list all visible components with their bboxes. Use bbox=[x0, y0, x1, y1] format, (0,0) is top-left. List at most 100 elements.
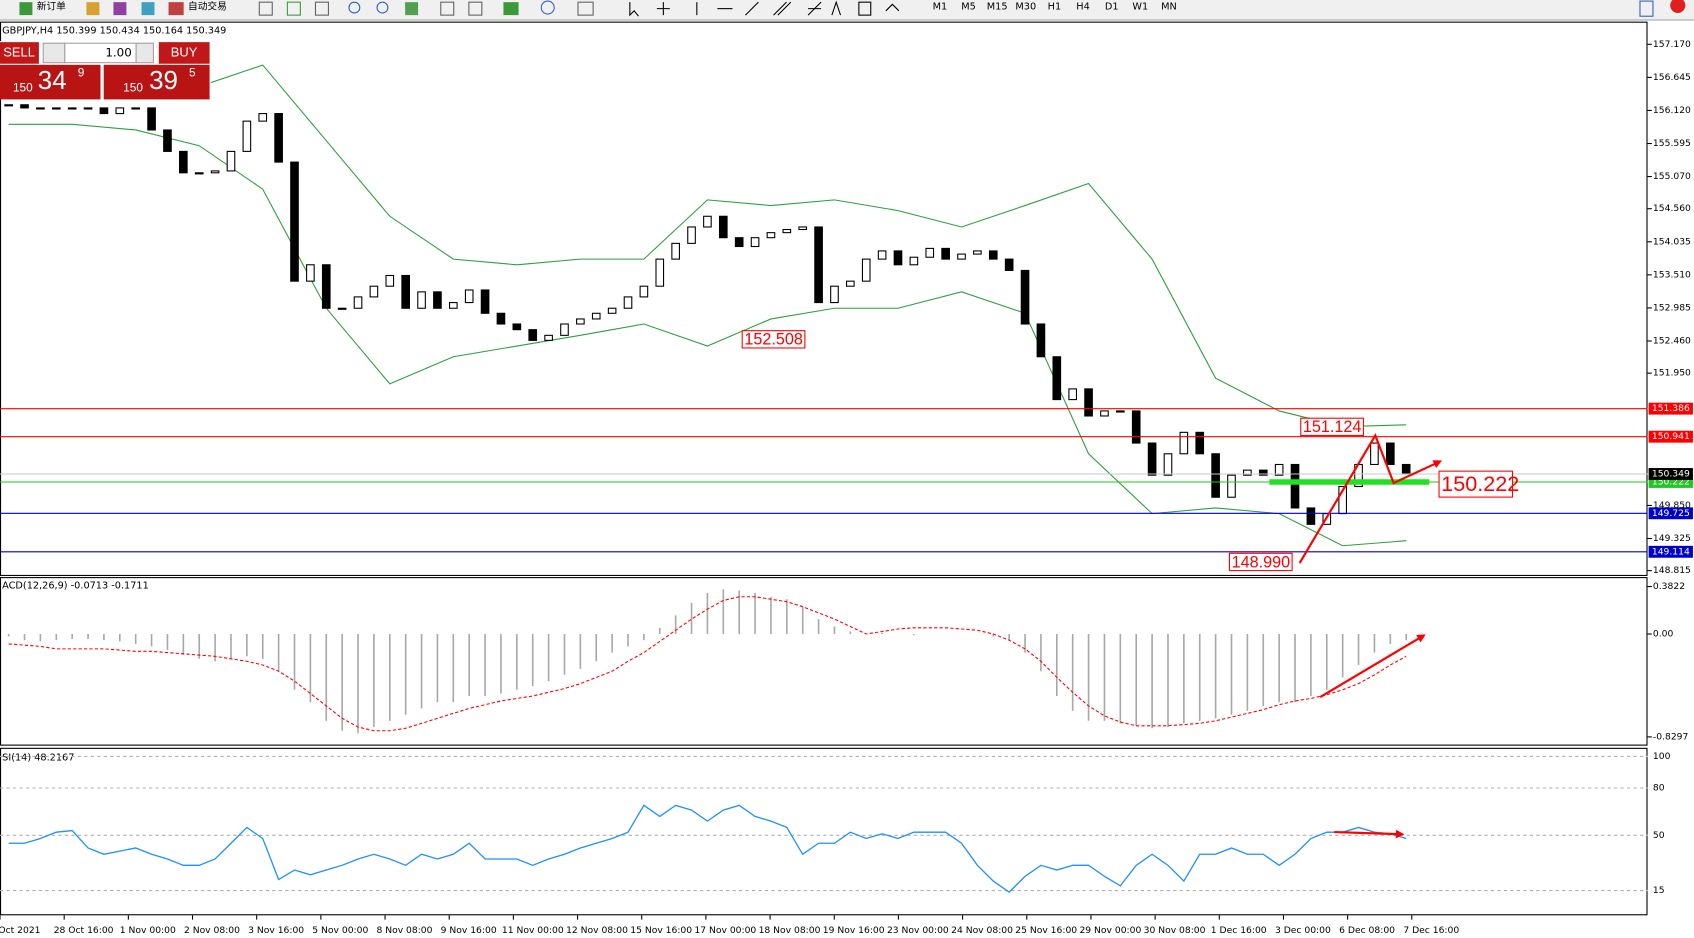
trendline-tool[interactable] bbox=[745, 1, 759, 16]
indicator-button[interactable] bbox=[503, 2, 519, 16]
bid-box[interactable] bbox=[0, 64, 101, 100]
arrow-tool[interactable] bbox=[885, 3, 900, 12]
drawn-arrow bbox=[1298, 433, 1443, 564]
timeframe-button[interactable]: W1 bbox=[1132, 1, 1148, 12]
notification-badge[interactable] bbox=[1670, 0, 1686, 13]
candle bbox=[448, 302, 458, 309]
auto-trading-icon[interactable] bbox=[168, 2, 184, 16]
candle bbox=[1052, 356, 1062, 401]
macd-label: ACD(12,26,9) -0.0713 -0.1711 bbox=[2, 581, 149, 592]
candle bbox=[242, 120, 252, 152]
buy-button[interactable] bbox=[158, 42, 210, 64]
tool-icon[interactable] bbox=[314, 1, 329, 16]
fibo-tool[interactable] bbox=[807, 1, 822, 16]
annotation-box bbox=[1438, 470, 1514, 498]
x-tick-label: 3 Dec 00:00 bbox=[1275, 925, 1331, 936]
candle bbox=[1036, 323, 1046, 358]
tool-icon[interactable] bbox=[286, 1, 301, 16]
timeframe-button[interactable]: H4 bbox=[1076, 1, 1089, 12]
candle bbox=[67, 107, 77, 110]
level-price-box bbox=[1648, 468, 1693, 480]
x-tick-label: 6 Dec 08:00 bbox=[1339, 925, 1395, 936]
level-price-label: 149.114 bbox=[1652, 546, 1690, 557]
tool-icon[interactable] bbox=[440, 1, 455, 16]
level-price-label: 151.386 bbox=[1652, 403, 1690, 414]
tool-icon[interactable] bbox=[113, 2, 127, 16]
lot-down[interactable] bbox=[42, 42, 66, 64]
candle bbox=[576, 318, 585, 325]
template-button[interactable] bbox=[577, 1, 594, 16]
y-tick-label: 149.850 bbox=[1653, 500, 1691, 511]
timeframe-button[interactable]: M5 bbox=[961, 1, 976, 12]
timeframe-button[interactable]: M15 bbox=[987, 1, 1008, 12]
period-button[interactable] bbox=[540, 0, 555, 15]
text-tool[interactable] bbox=[831, 0, 842, 16]
candle bbox=[147, 107, 156, 131]
candle bbox=[528, 329, 538, 341]
auto-trading-button[interactable]: 自动交易 bbox=[188, 0, 227, 12]
candle bbox=[194, 172, 204, 175]
candle bbox=[607, 307, 617, 314]
lot-value[interactable]: 1.00 bbox=[105, 45, 131, 59]
drawn-arrow bbox=[1319, 634, 1426, 698]
label-tool[interactable] bbox=[858, 1, 872, 16]
macd-signal-line bbox=[8, 596, 1407, 732]
x-tick-label: 5 Nov 00:00 bbox=[312, 925, 368, 936]
annotation-box bbox=[1300, 417, 1364, 437]
tool-icon[interactable] bbox=[405, 2, 419, 16]
ask-box[interactable] bbox=[103, 64, 210, 100]
tool-icon[interactable] bbox=[258, 1, 273, 16]
new-order-icon[interactable] bbox=[19, 2, 33, 16]
x-tick-label: 15 Nov 16:00 bbox=[630, 925, 692, 936]
candle bbox=[1243, 469, 1252, 476]
timeframe-button[interactable]: H1 bbox=[1048, 1, 1061, 12]
buy-label[interactable]: BUY bbox=[171, 44, 198, 59]
candle bbox=[1068, 388, 1078, 401]
timeframe-button[interactable]: MN bbox=[1161, 1, 1177, 12]
candle bbox=[512, 323, 522, 331]
plot-layer: 157.170 156.645 156.120 155.595 155.070 154.5… bbox=[0, 39, 1693, 936]
zoom-out[interactable] bbox=[376, 1, 389, 14]
new-order-button[interactable]: 新订单 bbox=[37, 0, 66, 12]
lot-up[interactable] bbox=[135, 42, 154, 64]
channel-tool[interactable] bbox=[773, 1, 792, 16]
candle bbox=[258, 113, 268, 122]
cursor-tool[interactable] bbox=[629, 2, 639, 17]
sell-button[interactable] bbox=[0, 42, 39, 64]
candle bbox=[1020, 269, 1030, 325]
x-tick-label: 1 Nov 00:00 bbox=[120, 925, 176, 936]
candle bbox=[1370, 442, 1379, 466]
level-price-box bbox=[1648, 507, 1693, 520]
timeframe-button[interactable]: D1 bbox=[1105, 1, 1119, 12]
x-tick-label: 18 Nov 08:00 bbox=[759, 925, 821, 936]
level-price-label: 149.725 bbox=[1652, 508, 1690, 519]
annotation-label: 152.508 bbox=[744, 331, 803, 349]
y-tick-label: 154.560 bbox=[1653, 203, 1691, 214]
crosshair-tool[interactable] bbox=[656, 2, 670, 16]
candle bbox=[1258, 469, 1268, 476]
candle bbox=[496, 312, 506, 325]
tool-icon[interactable] bbox=[468, 1, 483, 16]
annotation-box bbox=[1228, 552, 1293, 572]
candle bbox=[433, 291, 442, 309]
toolbar bbox=[0, 0, 1694, 20]
candle bbox=[973, 250, 982, 255]
x-tick-label: 11 Nov 00:00 bbox=[502, 925, 564, 936]
timeframe-button[interactable]: M30 bbox=[1015, 1, 1036, 12]
search-button[interactable] bbox=[1639, 0, 1654, 17]
macd-tick-label: -0.8297 bbox=[1653, 731, 1689, 742]
candle bbox=[36, 107, 45, 110]
y-tick-label: 155.070 bbox=[1653, 171, 1691, 182]
sell-label[interactable]: SELL bbox=[3, 44, 35, 59]
x-tick-label: 3 Nov 16:00 bbox=[248, 925, 304, 936]
zoom-in[interactable] bbox=[348, 1, 361, 14]
candle bbox=[591, 312, 601, 320]
tool-icon[interactable] bbox=[86, 2, 100, 16]
candle bbox=[131, 107, 141, 110]
rsi-tick-label: 80 bbox=[1653, 783, 1665, 794]
tool-icon[interactable] bbox=[141, 2, 155, 16]
candle bbox=[1211, 453, 1220, 498]
timeframe-button[interactable]: M1 bbox=[933, 1, 948, 12]
